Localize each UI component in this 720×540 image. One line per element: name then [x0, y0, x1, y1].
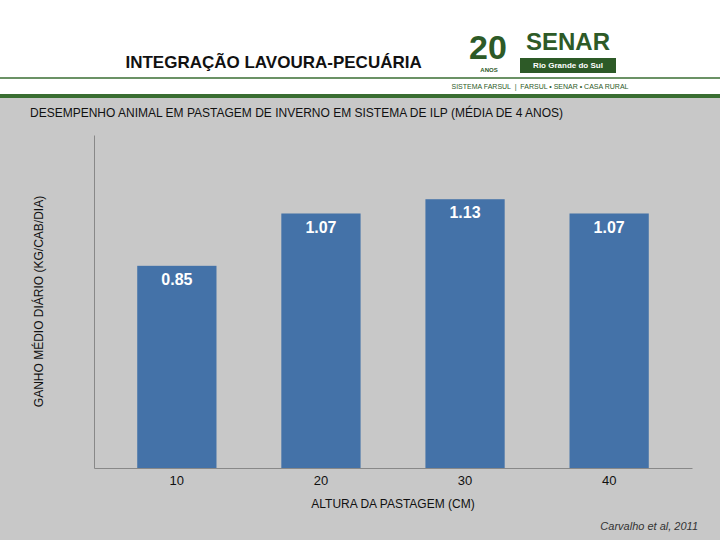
x-tick-label: 30 [458, 473, 472, 488]
data-label: 0.85 [161, 271, 192, 288]
x-tick: 40 [602, 468, 616, 488]
content-background [0, 96, 720, 540]
bars [137, 199, 649, 468]
x-tick: 20 [314, 468, 328, 488]
data-label: 1.07 [305, 219, 336, 236]
data-label: 1.07 [594, 219, 625, 236]
bar [570, 213, 649, 468]
header-line [0, 77, 720, 79]
plot-area: 10 20 30 40 0.85 1.07 1.13 1.07 [95, 136, 693, 489]
logo-small-text: ANOS [480, 67, 497, 73]
bar [137, 266, 216, 468]
logo-tagline: SISTEMA FARSUL | FARSUL • SENAR • CASA R… [452, 83, 629, 91]
header-line [0, 94, 720, 98]
x-tick: 30 [458, 468, 472, 488]
logo-box [520, 58, 616, 73]
bar [425, 199, 504, 468]
chart-svg: INTEGRAÇÃO LAVOURA-PECUÁRIA20ANOSSENARRi… [0, 0, 720, 540]
logo-region: Rio Grande do Sul [533, 61, 603, 70]
x-tick-label: 20 [314, 473, 328, 488]
y-axis [94, 136, 95, 469]
chart-subtitle: DESEMPENHO ANIMAL EM PASTAGEM DE INVERNO… [30, 105, 563, 120]
header-background [0, 0, 720, 540]
logo-name: SENAR [526, 28, 610, 55]
y-axis-line [94, 136, 95, 469]
chart-title: INTEGRAÇÃO LAVOURA-PECUÁRIA [125, 52, 421, 72]
x-axis-title: ALTURA DA PASTAGEM (CM) [311, 497, 474, 511]
x-axis-line [95, 468, 693, 469]
logo-number: 20 [469, 28, 507, 66]
chart-container: INTEGRAÇÃO LAVOURA-PECUÁRIA20ANOSSENARRi… [0, 0, 720, 540]
y-axis-title: GANHO MÉDIO DIÁRIO (KG/CAB/DIA) [31, 196, 46, 407]
x-axis: 10 20 30 40 [95, 468, 693, 488]
citation: Carvalho et al, 2011 [600, 520, 698, 532]
data-labels: 0.85 1.07 1.13 1.07 [161, 204, 625, 288]
bar [281, 213, 360, 468]
x-tick-label: 10 [170, 473, 184, 488]
x-tick: 10 [170, 468, 184, 488]
x-tick-label: 40 [602, 473, 616, 488]
data-label: 1.13 [449, 204, 480, 221]
